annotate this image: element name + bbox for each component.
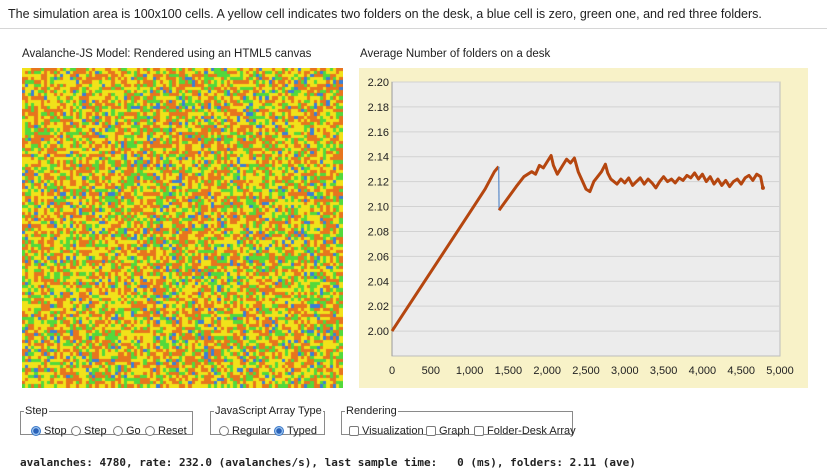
- y-tick-label: 2.16: [368, 127, 389, 139]
- series-line: [390, 165, 500, 332]
- visualization-checkbox[interactable]: Visualization: [349, 425, 424, 437]
- y-tick-label: 2.12: [368, 177, 389, 189]
- step-radio[interactable]: Step: [71, 425, 107, 437]
- folder-desk-array-checkbox[interactable]: Folder-Desk Array: [474, 425, 576, 437]
- go-radio[interactable]: Go: [113, 425, 141, 437]
- status-line: avalanches: 4780, rate: 232.0 (avalanche…: [20, 456, 636, 469]
- visualization-label: Visualization: [362, 425, 424, 437]
- step-group: Step Stop Step Go Reset: [20, 405, 193, 437]
- step-legend: Step: [25, 405, 48, 417]
- typed-radio-indicator[interactable]: [274, 426, 284, 436]
- y-tick-label: 2.08: [368, 226, 389, 238]
- average-folders-chart: 2.00 2.02 2.04 2.06 2.08 2.10 2.12 2.14 2.16 2.18…: [368, 77, 794, 377]
- folder-desk-array-label: Folder-Desk Array: [487, 425, 576, 437]
- top-divider: [0, 28, 827, 29]
- folder-desk-array-check-box[interactable]: [474, 426, 484, 436]
- x-tick-label: 4,000: [689, 365, 717, 377]
- y-tick-label: 2.06: [368, 251, 389, 263]
- x-tick-label: 3,500: [650, 365, 678, 377]
- series-line: [497, 154, 765, 212]
- series-last-point: [760, 185, 765, 190]
- go-label: Go: [126, 425, 141, 437]
- x-tick-label: 4,500: [727, 365, 755, 377]
- x-tick-label: 1,500: [495, 365, 523, 377]
- x-tick-label: 2,500: [572, 365, 600, 377]
- rendering-legend: Rendering: [346, 405, 397, 417]
- go-radio-indicator[interactable]: [113, 426, 123, 436]
- x-tick-label: 2,000: [533, 365, 561, 377]
- reset-label: Reset: [158, 425, 187, 437]
- visualization-check-box[interactable]: [349, 426, 359, 436]
- chart-title: Average Number of folders on a desk: [360, 48, 551, 60]
- stop-radio[interactable]: Stop: [31, 425, 67, 437]
- x-tick-label: 500: [422, 365, 440, 377]
- step-label: Step: [84, 425, 107, 437]
- x-tick-label: 0: [389, 365, 395, 377]
- x-tick-label: 1,000: [456, 365, 484, 377]
- y-tick-label: 2.18: [368, 102, 389, 114]
- step-radio-indicator[interactable]: [71, 426, 81, 436]
- x-tick-label: 3,000: [611, 365, 639, 377]
- reset-radio[interactable]: Reset: [145, 425, 187, 437]
- simulation-canvas[interactable]: [22, 68, 343, 388]
- graph-check-box[interactable]: [426, 426, 436, 436]
- y-tick-label: 2.00: [368, 326, 389, 338]
- reset-radio-indicator[interactable]: [145, 426, 155, 436]
- intro-text: The simulation area is 100x100 cells. A …: [8, 7, 762, 21]
- array-type-legend: JavaScript Array Type: [215, 405, 322, 417]
- stop-label: Stop: [44, 425, 67, 437]
- y-tick-label: 2.04: [368, 276, 389, 288]
- y-tick-label: 2.14: [368, 152, 389, 164]
- plot-area: [391, 81, 781, 357]
- chart-panel: 2.00 2.02 2.04 2.06 2.08 2.10 2.12 2.14 2.16 2.18…: [359, 68, 808, 388]
- typed-radio[interactable]: Typed: [274, 425, 317, 437]
- x-tick-label: 5,000: [766, 365, 794, 377]
- regular-label: Regular: [232, 425, 271, 437]
- y-tick-label: 2.10: [368, 202, 389, 214]
- stop-radio-indicator[interactable]: [31, 426, 41, 436]
- y-tick-label: 2.20: [368, 77, 389, 89]
- graph-label: Graph: [439, 425, 470, 437]
- array-type-group: JavaScript Array Type Regular Typed: [210, 405, 325, 437]
- graph-checkbox[interactable]: Graph: [426, 425, 470, 437]
- regular-radio[interactable]: Regular: [219, 425, 271, 437]
- regular-radio-indicator[interactable]: [219, 426, 229, 436]
- y-tick-label: 2.02: [368, 301, 389, 313]
- canvas-panel-title: Avalanche-JS Model: Rendered using an HT…: [22, 48, 312, 60]
- rendering-group: Rendering Visualization Graph Folder-Des…: [341, 405, 576, 437]
- typed-label: Typed: [287, 425, 317, 437]
